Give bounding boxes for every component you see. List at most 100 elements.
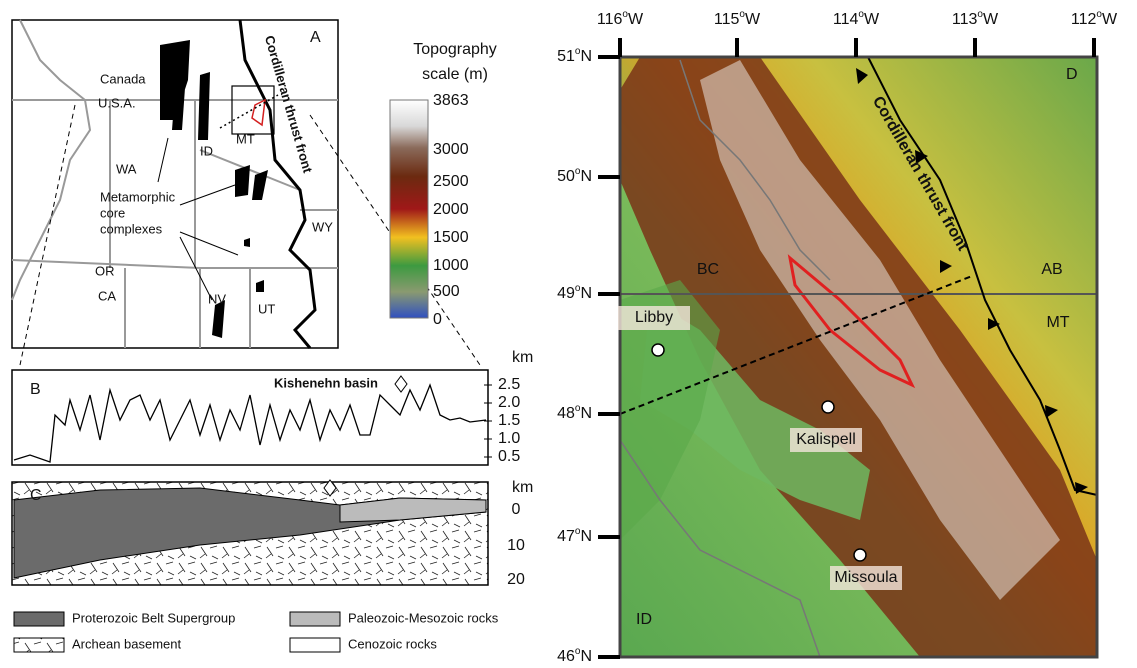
study-box — [231, 85, 275, 135]
region-label: ID — [636, 611, 652, 628]
legend-label: Paleozoic-Mesozoic rocks — [348, 610, 499, 625]
coordinate-label: 50oN — [557, 166, 592, 186]
legend-label: Cenozoic rocks — [348, 636, 437, 651]
basin-marker — [394, 375, 408, 393]
elevation-profile — [13, 383, 487, 463]
coord-number: 113 — [952, 11, 978, 28]
panel-label: D — [1066, 66, 1078, 83]
coordinate-label: 49oN — [557, 283, 592, 303]
city-label-bg — [618, 306, 690, 330]
thrust-front — [238, 19, 317, 349]
coordinate-label: 114oW — [833, 9, 880, 29]
coord-hemisphere: W — [628, 11, 644, 28]
legend-swatch — [289, 611, 341, 627]
axis-tick-label: 2.0 — [498, 394, 520, 411]
coord-degree: o — [858, 9, 864, 20]
city-dot — [853, 548, 867, 562]
coord-degree: o — [575, 403, 581, 414]
coord-hemisphere: W — [1102, 11, 1118, 28]
coord-number: 46 — [557, 648, 575, 665]
place-label: OR — [95, 263, 115, 278]
axis-tick-label: 1.5 — [498, 412, 520, 429]
rivers — [619, 59, 831, 658]
panel-frame — [11, 369, 489, 466]
place-label: NV — [208, 291, 226, 306]
scale-tick-label: 1000 — [433, 257, 469, 274]
axis-unit: km — [512, 349, 533, 366]
place-label: CA — [98, 288, 116, 303]
coord-number: 48 — [557, 405, 575, 422]
annotation: complexes — [100, 221, 163, 236]
coord-number: 49 — [557, 285, 575, 302]
legend-label: Proterozoic Belt Supergroup — [72, 610, 235, 625]
scale-tick-label: 0 — [433, 311, 442, 328]
legend-swatch — [13, 637, 65, 653]
legend-swatch — [289, 637, 341, 653]
coord-degree: o — [622, 9, 628, 20]
coord-number: 116 — [597, 11, 623, 28]
coord-hemisphere: N — [580, 285, 592, 302]
coord-number: 51 — [557, 48, 575, 65]
scale-tick-label: 500 — [433, 283, 460, 300]
region-label: MT — [1046, 314, 1069, 331]
coord-degree: o — [575, 283, 581, 294]
coord-hemisphere: W — [983, 11, 999, 28]
axis-tick-label: 2.5 — [498, 376, 520, 393]
coord-hemisphere: N — [580, 528, 592, 545]
coord-hemisphere: N — [580, 168, 592, 185]
coord-number: 50 — [557, 168, 575, 185]
valleys — [620, 280, 720, 540]
region-label: AB — [1041, 261, 1062, 278]
axis-tick-label: 1.0 — [498, 430, 520, 447]
paleozoic-rocks — [339, 497, 487, 523]
place-label: WA — [116, 161, 137, 176]
coordinate-label: 46oN — [557, 646, 592, 666]
basin-outline — [787, 254, 916, 389]
panel-label: C — [30, 487, 42, 504]
coord-number: 47 — [557, 528, 575, 545]
city-label-bg — [830, 566, 902, 590]
high-peaks — [700, 60, 1060, 600]
axis-tick-label: 10 — [507, 537, 525, 554]
coordinate-label: 113oW — [952, 9, 999, 29]
place-label: WY — [312, 219, 333, 234]
scale-tick-label: 2500 — [433, 173, 469, 190]
place-label: Canada — [100, 71, 146, 86]
coordinate-label: 112oW — [1071, 9, 1118, 29]
basin-marker — [323, 479, 337, 497]
core-complexes — [160, 40, 268, 338]
coord-degree: o — [575, 166, 581, 177]
axis-tick-label: 0 — [512, 501, 521, 518]
coord-degree: o — [575, 46, 581, 57]
panel-label: B — [30, 381, 41, 398]
coordinate-label: 51oN — [557, 46, 592, 66]
legend-swatch — [13, 611, 65, 627]
coord-degree: o — [575, 646, 581, 657]
panel-d — [618, 55, 1099, 659]
basin-outline — [251, 98, 266, 127]
coordinate-label: 115oW — [714, 9, 761, 29]
place-label: MT — [236, 131, 255, 146]
color-bar — [389, 99, 429, 319]
coord-number: 115 — [714, 11, 740, 28]
scale-tick-label: 1500 — [433, 229, 469, 246]
panel-a — [11, 19, 481, 366]
pointer-arrows — [157, 137, 239, 301]
coordinate-label: 116oW — [597, 9, 644, 29]
scale-title: scale (m) — [422, 66, 488, 83]
coord-hemisphere: W — [864, 11, 880, 28]
region-label: BC — [697, 261, 719, 278]
legend-label: Archean basement — [72, 636, 182, 651]
city-dot — [651, 343, 665, 357]
scale-tick-label: 3863 — [433, 92, 469, 109]
axis-unit: km — [512, 479, 533, 496]
section-line — [619, 275, 973, 415]
scale-tick-label: 3000 — [433, 141, 469, 158]
coord-degree: o — [739, 9, 745, 20]
section-line — [219, 94, 279, 129]
coord-number: 112 — [1071, 11, 1097, 28]
map-frame — [618, 55, 1099, 659]
city-label: Missoula — [834, 569, 897, 586]
coord-hemisphere: N — [580, 405, 592, 422]
